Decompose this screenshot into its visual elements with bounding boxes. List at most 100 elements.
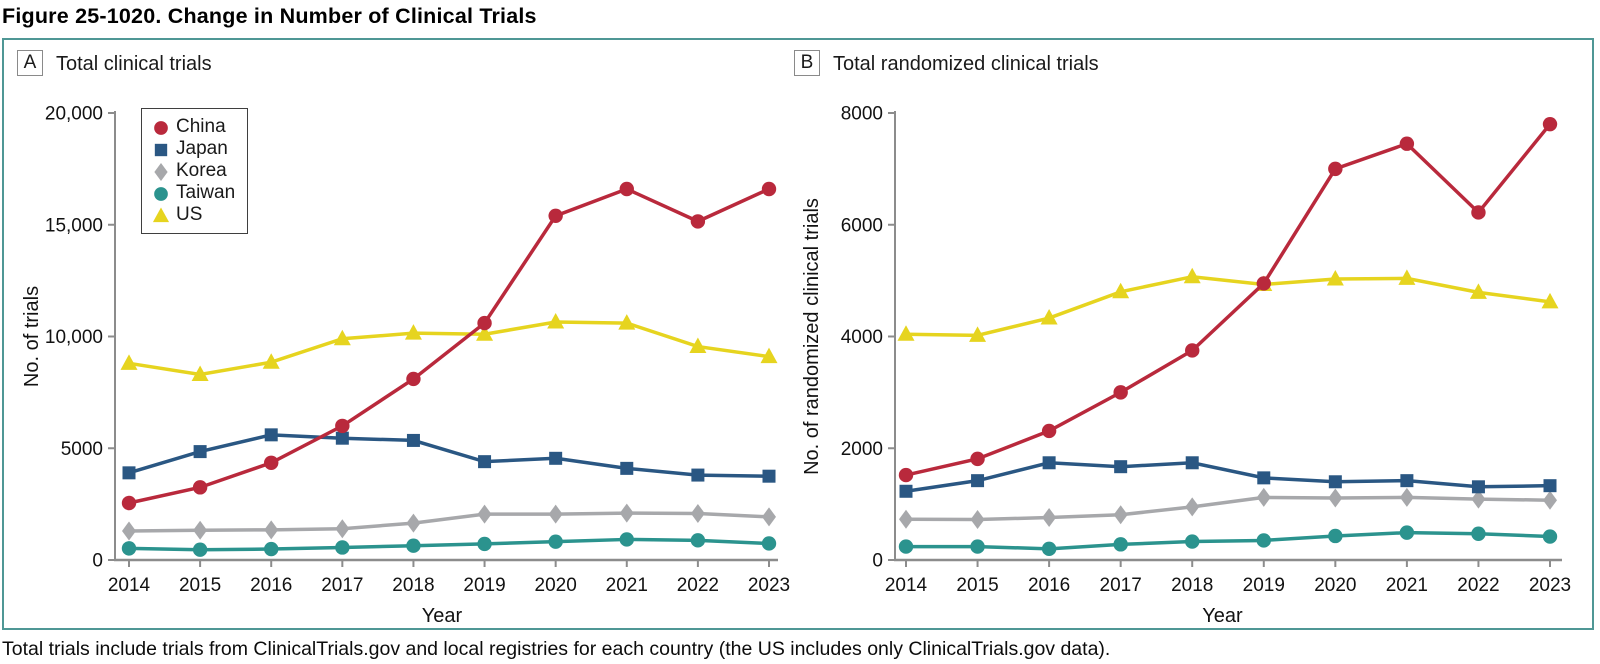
panel-a-letter: A <box>23 52 37 73</box>
data-point-us <box>618 314 636 330</box>
data-point-us <box>969 326 987 342</box>
data-point-japan <box>264 428 278 442</box>
data-point-korea <box>1042 508 1057 528</box>
data-point-japan <box>1257 471 1271 485</box>
data-point-china <box>192 480 208 495</box>
data-point-us <box>1541 292 1559 309</box>
data-point-japan <box>478 455 492 469</box>
data-point-taiwan <box>1471 526 1486 541</box>
x-tick-label: 2017 <box>321 575 363 596</box>
data-point-korea <box>1113 505 1128 525</box>
x-tick-label: 2019 <box>463 575 505 596</box>
data-point-china <box>121 495 137 511</box>
data-point-taiwan <box>1256 533 1271 548</box>
data-point-japan <box>406 433 420 447</box>
data-point-us <box>547 312 565 329</box>
data-point-korea <box>690 504 705 524</box>
data-point-us <box>476 325 494 341</box>
y-tick-label: 5000 <box>61 439 103 460</box>
legend-item-taiwan: Taiwan <box>151 182 235 204</box>
data-point-korea <box>335 519 350 539</box>
data-point-taiwan <box>1113 537 1128 552</box>
legend-label: Taiwan <box>176 182 236 203</box>
data-point-us <box>191 365 209 381</box>
data-point-taiwan <box>1041 541 1057 557</box>
japan-square-icon <box>151 139 171 159</box>
data-point-taiwan <box>121 541 137 556</box>
y-tick-label: 8000 <box>841 104 883 125</box>
data-point-japan <box>899 484 913 498</box>
data-point-korea <box>1328 488 1343 508</box>
legend-label: Japan <box>176 138 228 159</box>
x-tick-label: 2022 <box>677 575 719 596</box>
data-point-korea <box>762 507 776 527</box>
data-point-taiwan <box>1399 525 1415 540</box>
x-axis-label: Year <box>1202 605 1243 627</box>
panel-b-label-box: B <box>794 50 820 76</box>
data-point-us <box>1040 309 1058 325</box>
x-tick-label: 2023 <box>748 575 790 596</box>
data-point-china <box>1185 343 1200 358</box>
x-tick-label: 2020 <box>535 575 577 596</box>
data-point-china <box>1041 423 1057 439</box>
series-line-japan <box>905 461 1551 494</box>
data-point-japan <box>1185 456 1199 470</box>
figure-title: Figure 25-1020. Change in Number of Clin… <box>2 4 537 28</box>
data-point-taiwan <box>264 541 279 557</box>
data-point-us <box>333 329 351 346</box>
data-point-china <box>1399 136 1415 151</box>
data-point-us <box>1469 283 1487 299</box>
series-line-taiwan <box>906 530 1551 551</box>
figure-caption: Total trials include trials from Clinica… <box>2 638 1111 660</box>
data-point-us <box>1398 269 1416 285</box>
data-point-us <box>1112 282 1130 299</box>
data-point-china <box>690 214 706 229</box>
panel-a-title: Total clinical trials <box>56 53 212 75</box>
data-point-japan <box>1543 479 1557 493</box>
legend-label: Korea <box>176 160 227 181</box>
series-line-japan <box>128 433 770 478</box>
data-point-us <box>897 325 915 341</box>
series-line-taiwan <box>128 537 770 552</box>
data-point-china <box>970 451 985 467</box>
data-point-china <box>619 181 634 197</box>
data-point-japan <box>1042 456 1056 470</box>
data-point-korea <box>1543 490 1557 510</box>
data-point-korea <box>1471 489 1486 509</box>
x-tick-label: 2022 <box>1457 575 1499 596</box>
series-line-china <box>905 123 1552 477</box>
data-point-us <box>1326 269 1344 286</box>
series-line-korea <box>905 495 1551 522</box>
data-point-korea <box>548 504 563 524</box>
data-point-us <box>1183 267 1201 284</box>
data-point-japan <box>1400 474 1414 488</box>
data-point-korea <box>406 513 421 533</box>
x-tick-label: 2014 <box>885 575 928 596</box>
y-axis-label: No. of trials <box>21 286 43 387</box>
data-point-japan <box>762 469 776 483</box>
panel-a-chart: 0 5000 10,000 15,000 20,000 2014 2015 2016 2017 2… <box>21 104 790 628</box>
chart-legend: China Japan Korea Taiwan US <box>141 108 249 234</box>
data-point-taiwan <box>1328 528 1343 544</box>
china-circle-icon <box>151 117 171 137</box>
legend-item-japan: Japan <box>151 138 235 160</box>
data-point-china <box>335 418 350 434</box>
data-point-japan <box>549 451 563 465</box>
data-point-china <box>1256 276 1271 291</box>
data-point-china <box>1328 161 1343 177</box>
data-point-japan <box>335 431 349 445</box>
x-tick-label: 2023 <box>1529 575 1571 596</box>
panel-b-letter: B <box>800 52 814 73</box>
x-tick-label: 2021 <box>606 575 648 596</box>
data-point-china <box>1471 205 1486 220</box>
legend-item-korea: Korea <box>151 160 235 182</box>
data-point-japan <box>1471 480 1485 494</box>
x-tick-label: 2016 <box>1028 575 1070 596</box>
data-point-china <box>761 181 777 197</box>
y-tick-label: 15,000 <box>45 215 103 236</box>
data-point-korea <box>1399 487 1414 507</box>
data-point-taiwan <box>192 542 208 557</box>
data-point-korea <box>193 520 208 540</box>
data-point-taiwan <box>548 534 563 549</box>
data-point-us <box>404 324 422 340</box>
